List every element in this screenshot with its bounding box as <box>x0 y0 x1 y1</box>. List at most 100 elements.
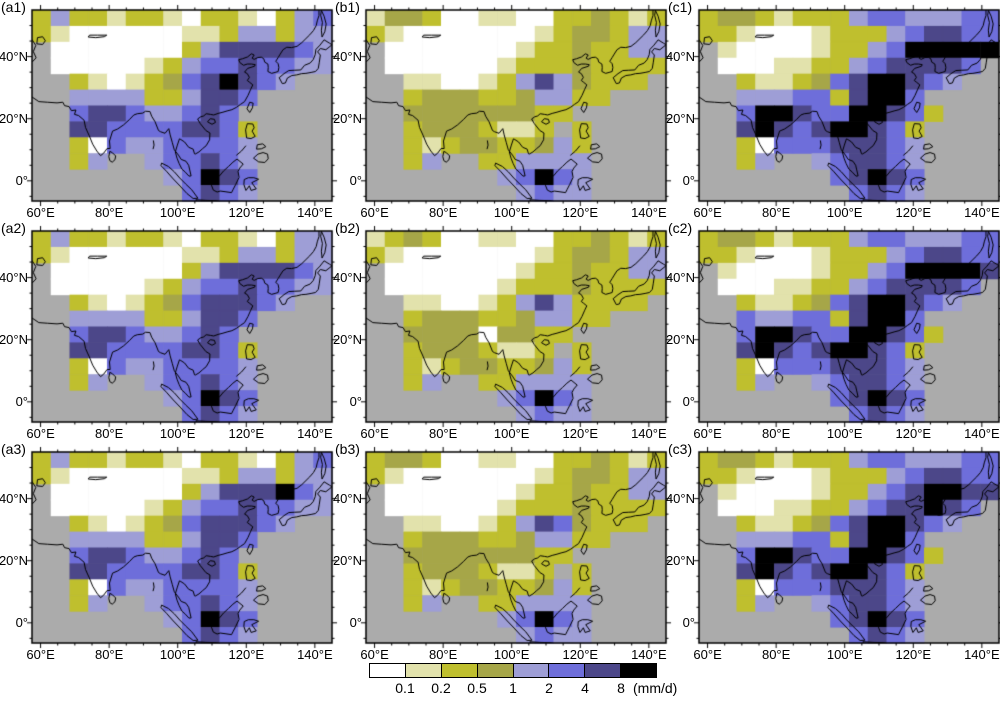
y-tick-label: 20°N <box>0 552 28 568</box>
x-tick-label: 100°E <box>493 647 530 662</box>
x-tick-label: 60°E <box>693 647 722 662</box>
map-canvas <box>692 3 1000 208</box>
x-tick-label: 100°E <box>159 647 196 662</box>
y-tick-label: 0° <box>15 393 28 409</box>
x-tick-label: 60°E <box>26 426 55 441</box>
colorbar-swatch <box>585 664 622 677</box>
x-tick-label: 80°E <box>94 205 124 220</box>
colorbar-swatch <box>477 664 514 677</box>
map-panel-c2: (c2) 40°N 20°N 0° 60°E 80°E 100°E 120°E 140°E <box>666 221 1000 441</box>
map-canvas <box>25 445 339 650</box>
y-tick-label: 0° <box>349 393 362 409</box>
x-tick-label: 100°E <box>493 205 530 220</box>
x-tick-label: 60°E <box>26 647 55 662</box>
y-tick-label: 20°N <box>665 331 695 347</box>
panel-label: (b2) <box>335 220 360 236</box>
y-tick-label: 40°N <box>665 269 695 285</box>
x-tick-label: 140°E <box>964 205 1000 220</box>
map-canvas <box>359 224 673 429</box>
map-panel-b3: (b3) 40°N 20°N 0° 60°E 80°E 100°E 120°E 140°E <box>333 442 673 662</box>
y-tick-label: 0° <box>15 172 28 188</box>
y-tick-label: 0° <box>349 172 362 188</box>
y-tick-label: 40°N <box>332 490 362 506</box>
panel-label: (a2) <box>1 220 26 236</box>
x-tick-label: 100°E <box>826 647 863 662</box>
x-tick-label: 120°E <box>895 647 932 662</box>
colorbar-swatch <box>513 664 550 677</box>
panel-label: (b1) <box>335 0 360 15</box>
x-tick-label: 100°E <box>826 426 863 441</box>
y-tick-label: 0° <box>15 614 28 630</box>
x-tick-label: 100°E <box>159 205 196 220</box>
x-tick-label: 120°E <box>562 426 599 441</box>
map-panel-a3: (a3) 40°N 20°N 0° 60°E 80°E 100°E 120°E 140°E <box>0 442 339 662</box>
y-tick-label: 20°N <box>0 110 28 126</box>
x-tick-label: 100°E <box>159 426 196 441</box>
map-panel-a2: (a2) 40°N 20°N 0° 60°E 80°E 100°E 120°E 140°E <box>0 221 339 441</box>
map-canvas <box>25 3 339 208</box>
x-tick-label: 120°E <box>562 205 599 220</box>
x-tick-label: 120°E <box>562 647 599 662</box>
y-tick-label: 40°N <box>0 269 28 285</box>
x-tick-label: 120°E <box>228 647 265 662</box>
colorbar-tick-label: 2 <box>545 680 553 696</box>
colorbar-tick-label: 0.5 <box>467 680 487 696</box>
x-tick-label: 120°E <box>228 205 265 220</box>
map-canvas <box>692 224 1000 429</box>
colorbar-tick-label: 0.2 <box>431 680 451 696</box>
map-canvas <box>25 224 339 429</box>
x-tick-label: 80°E <box>94 647 124 662</box>
x-tick-label: 120°E <box>895 205 932 220</box>
y-tick-label: 20°N <box>332 331 362 347</box>
x-tick-label: 80°E <box>428 426 458 441</box>
x-tick-label: 60°E <box>26 205 55 220</box>
panel-label: (a3) <box>1 441 26 457</box>
colorbar-tick-label: 1 <box>509 680 517 696</box>
panel-label: (c3) <box>668 441 693 457</box>
x-tick-label: 60°E <box>360 647 389 662</box>
x-tick-label: 80°E <box>94 426 124 441</box>
x-tick-label: 140°E <box>297 647 333 662</box>
y-tick-label: 20°N <box>332 110 362 126</box>
y-tick-label: 20°N <box>665 110 695 126</box>
x-tick-label: 80°E <box>761 205 791 220</box>
map-panel-b1: (b1) 40°N 20°N 0° 60°E 80°E 100°E 120°E 140°E <box>333 0 673 220</box>
x-tick-label: 60°E <box>693 426 722 441</box>
map-canvas <box>359 445 673 650</box>
x-tick-label: 140°E <box>964 647 1000 662</box>
y-tick-label: 0° <box>682 172 695 188</box>
colorbar-unit-label: (mm/d) <box>633 680 678 696</box>
map-canvas <box>692 445 1000 650</box>
x-tick-label: 60°E <box>693 205 722 220</box>
colorbar-swatch <box>370 664 406 677</box>
y-tick-label: 40°N <box>665 48 695 64</box>
x-tick-label: 60°E <box>360 205 389 220</box>
x-tick-label: 80°E <box>428 647 458 662</box>
y-tick-label: 40°N <box>665 490 695 506</box>
x-tick-label: 140°E <box>631 426 667 441</box>
panel-label: (c1) <box>668 0 693 15</box>
x-tick-label: 140°E <box>297 205 333 220</box>
x-tick-label: 140°E <box>297 426 333 441</box>
x-tick-label: 80°E <box>761 647 791 662</box>
y-tick-label: 20°N <box>332 552 362 568</box>
x-tick-label: 60°E <box>360 426 389 441</box>
x-tick-label: 80°E <box>428 205 458 220</box>
x-tick-label: 140°E <box>631 205 667 220</box>
colorbar-swatch <box>441 664 478 677</box>
y-tick-label: 0° <box>682 393 695 409</box>
x-tick-label: 120°E <box>228 426 265 441</box>
map-panel-c3: (c3) 40°N 20°N 0° 60°E 80°E 100°E 120°E 140°E <box>666 442 1000 662</box>
x-tick-label: 140°E <box>631 647 667 662</box>
colorbar-swatch <box>621 664 656 677</box>
colorbar <box>369 663 657 678</box>
map-canvas <box>359 3 673 208</box>
map-panel-b2: (b2) 40°N 20°N 0° 60°E 80°E 100°E 120°E 140°E <box>333 221 673 441</box>
colorbar-tick-label: 0.1 <box>395 680 415 696</box>
y-tick-label: 40°N <box>0 490 28 506</box>
panel-label: (a1) <box>1 0 26 15</box>
y-tick-label: 40°N <box>0 48 28 64</box>
colorbar-swatch <box>405 664 442 677</box>
y-tick-label: 40°N <box>332 48 362 64</box>
